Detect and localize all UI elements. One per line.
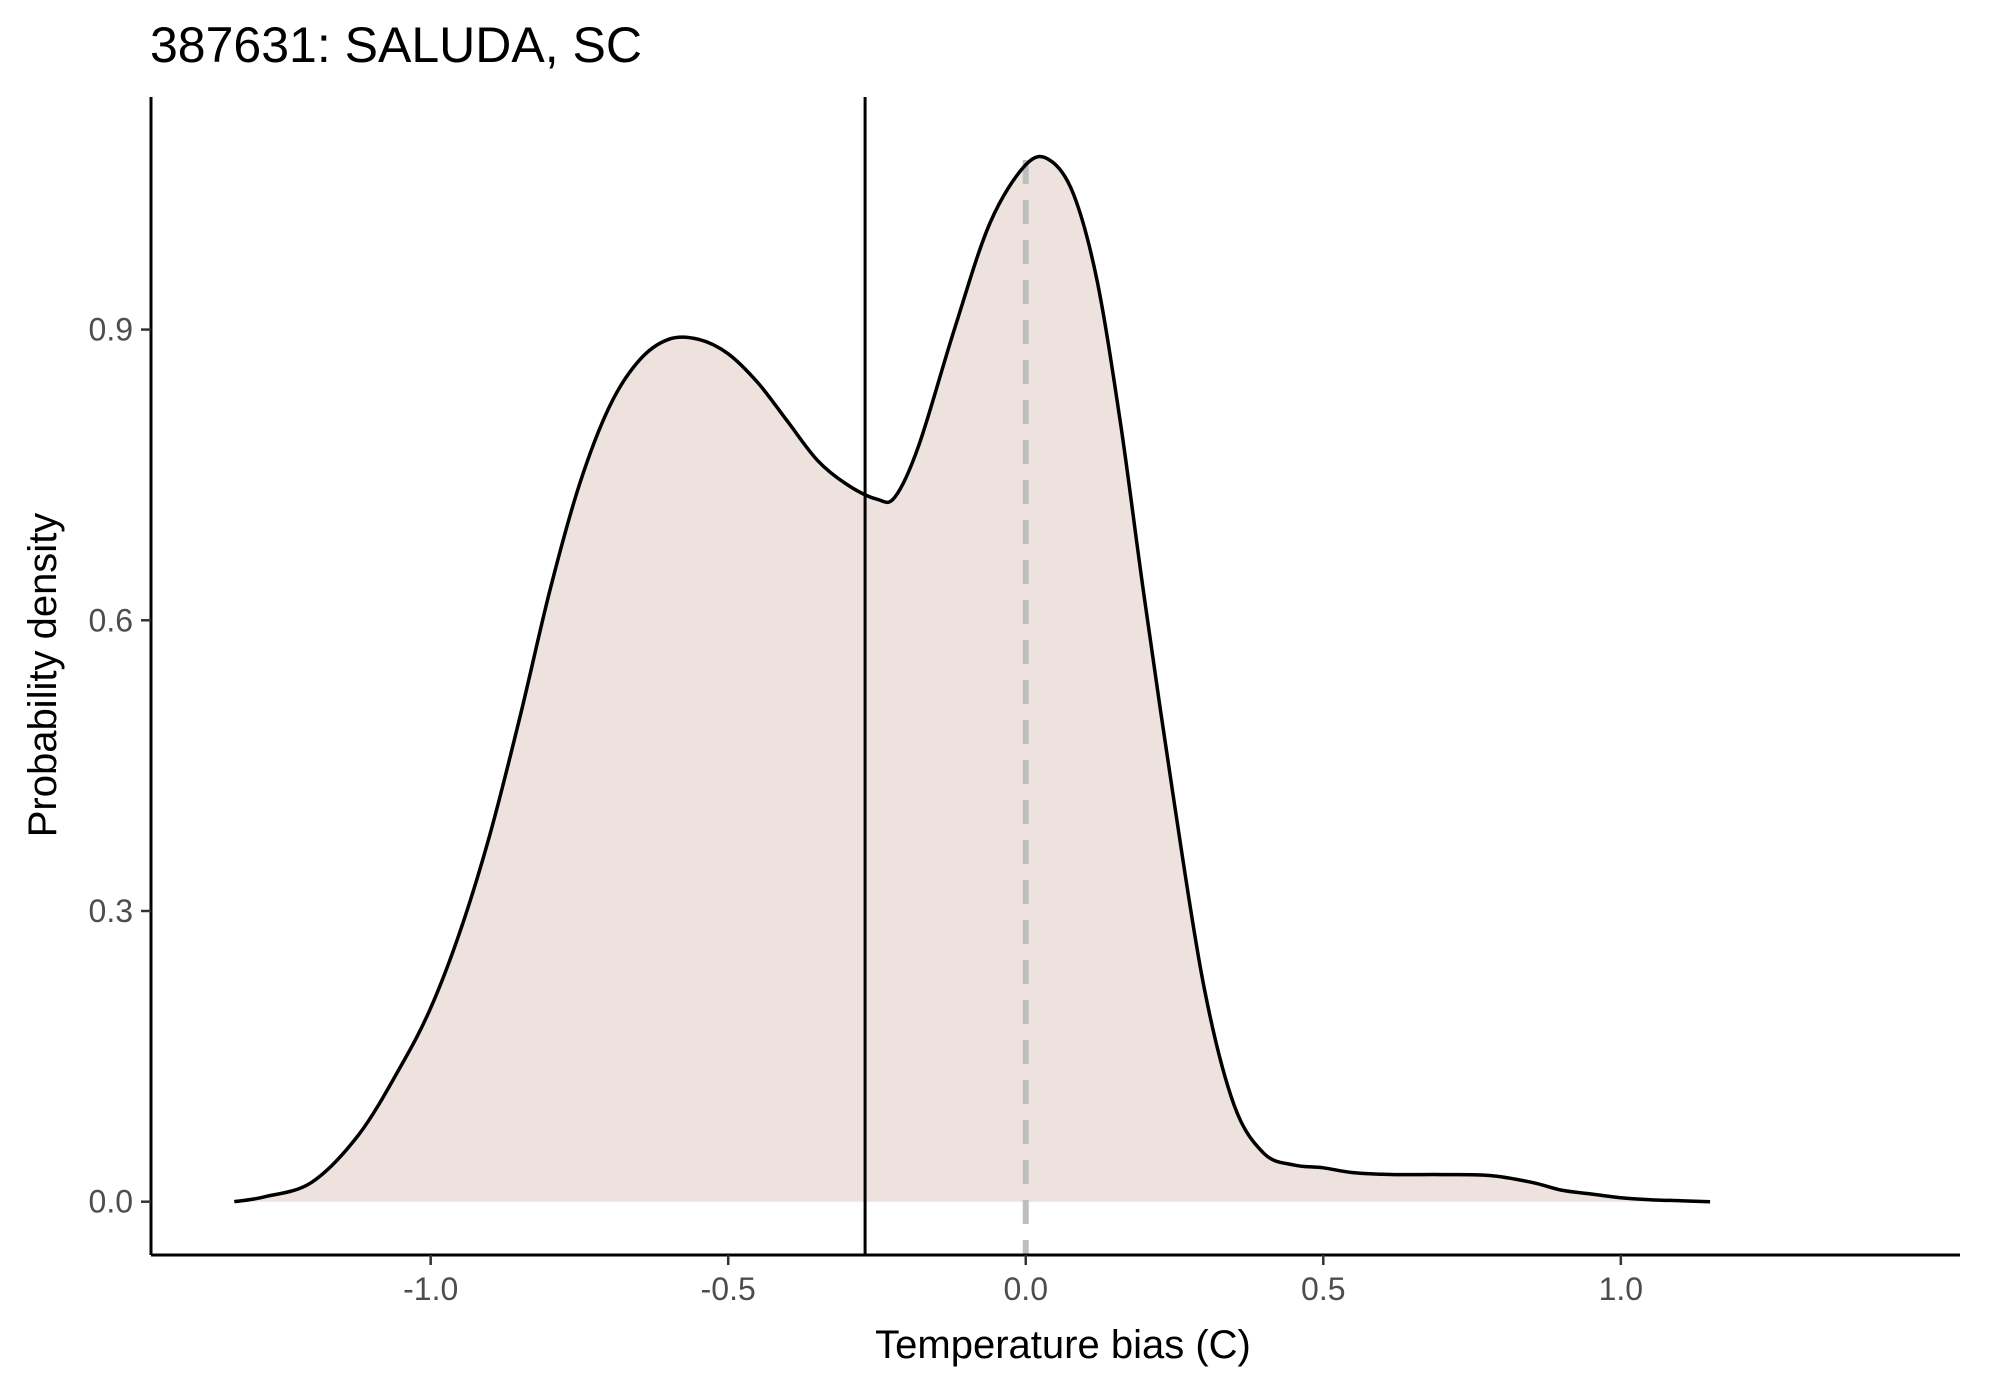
x-tick-label: 0.0 — [1004, 1271, 1048, 1307]
plot-area — [234, 97, 1711, 1255]
x-axis-title: Temperature bias (C) — [875, 1323, 1251, 1367]
x-tick-label: 1.0 — [1599, 1271, 1643, 1307]
y-tick-label: 0.3 — [89, 893, 133, 929]
y-tick-label: 0.9 — [89, 312, 133, 348]
y-axis-ticks: 0.0 0.3 0.6 0.9 — [89, 312, 151, 1220]
density-curve — [234, 154, 1711, 1204]
x-axis-ticks: -1.0 -0.5 0.0 0.5 1.0 — [403, 1255, 1643, 1307]
y-tick-label: 0.6 — [89, 602, 133, 638]
chart-title: 387631: SALUDA, SC — [150, 17, 642, 73]
x-tick-label: -0.5 — [701, 1271, 756, 1307]
x-tick-label: 0.5 — [1301, 1271, 1345, 1307]
density-area — [234, 156, 1711, 1202]
y-axis-title: Probability density — [21, 513, 65, 838]
y-tick-label: 0.0 — [89, 1184, 133, 1220]
x-tick-label: -1.0 — [403, 1271, 458, 1307]
